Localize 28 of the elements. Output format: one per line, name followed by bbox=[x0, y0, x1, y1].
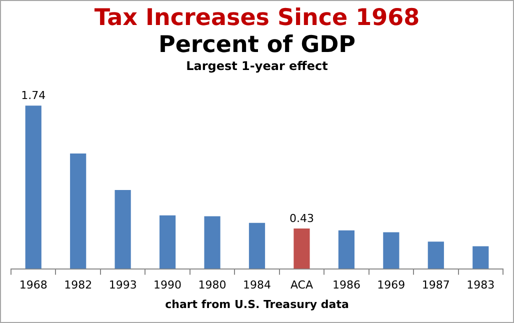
x-tick-label: 1984 bbox=[243, 278, 271, 292]
bar bbox=[428, 242, 444, 269]
bar bbox=[25, 106, 42, 269]
x-tick-label: ACA bbox=[290, 278, 314, 292]
x-tick-label: 1990 bbox=[154, 278, 182, 292]
bar bbox=[472, 246, 489, 269]
data-label: 1.74 bbox=[21, 88, 46, 102]
x-tick-label: 1986 bbox=[332, 278, 360, 292]
bar bbox=[294, 228, 310, 269]
text: chart from U.S. Treasury data bbox=[164, 298, 350, 311]
x-tick-label: 1980 bbox=[198, 278, 226, 292]
chart-subtitle: Percent of GDP bbox=[157, 32, 357, 58]
bar bbox=[114, 190, 131, 269]
bar bbox=[248, 222, 266, 269]
bar bbox=[338, 230, 355, 269]
x-tick-label: 1983 bbox=[466, 278, 495, 292]
bar bbox=[383, 232, 400, 269]
x-tick-label: 1993 bbox=[108, 278, 137, 292]
chart-title: Tax Increases Since 1968 bbox=[93, 4, 421, 32]
text: Largest 1-year effect bbox=[185, 58, 329, 74]
x-tick-label: 1982 bbox=[64, 278, 92, 292]
x-tick-label: 1987 bbox=[422, 278, 450, 292]
x-tick-label: 1968 bbox=[19, 278, 48, 292]
x-tick-label: 1969 bbox=[377, 278, 406, 292]
bar bbox=[159, 215, 176, 269]
bar bbox=[70, 153, 86, 269]
bar bbox=[204, 216, 220, 269]
data-label: 0.43 bbox=[289, 212, 314, 225]
